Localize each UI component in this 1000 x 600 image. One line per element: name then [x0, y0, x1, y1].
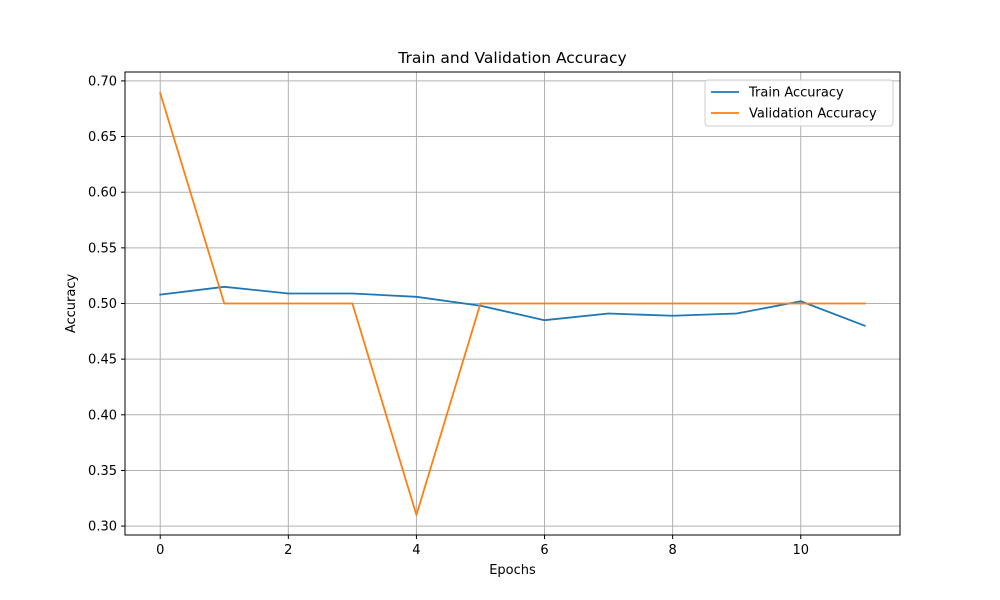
- y-tick-label: 0.40: [88, 408, 117, 423]
- y-tick-label: 0.50: [88, 297, 117, 312]
- series-line-1: [159, 92, 866, 516]
- chart-title: Train and Validation Accuracy: [397, 49, 626, 67]
- y-axis-title: Accuracy: [64, 274, 79, 334]
- x-tick-label: 10: [792, 543, 809, 558]
- x-tick-label: 2: [284, 543, 292, 558]
- legend-label-1: Validation Accuracy: [749, 107, 877, 122]
- ticks: 0 2 4 6 8 10 0.30 0.35 0.40 0.45 0.50 0.55 0.60 0.65 0…: [88, 74, 809, 558]
- series-lines: [159, 92, 866, 516]
- x-tick-label: 0: [156, 543, 164, 558]
- legend-label-0: Train Accuracy: [748, 86, 844, 101]
- legend: Train Accuracy Validation Accuracy: [704, 79, 894, 127]
- y-tick-label: 0.65: [88, 130, 117, 145]
- x-tick-label: 6: [540, 543, 548, 558]
- y-tick-label: 0.55: [88, 241, 117, 256]
- x-tick-label: 4: [412, 543, 420, 558]
- legend-box: [704, 79, 894, 127]
- y-tick-label: 0.45: [88, 353, 117, 368]
- y-tick-label: 0.60: [88, 186, 117, 201]
- y-tick-label: 0.70: [88, 74, 117, 89]
- x-axis-title: Epochs: [489, 563, 536, 578]
- x-tick-label: 8: [668, 543, 676, 558]
- series-line-0: [159, 285, 866, 327]
- y-tick-label: 0.35: [88, 464, 117, 479]
- y-tick-label: 0.30: [88, 520, 117, 535]
